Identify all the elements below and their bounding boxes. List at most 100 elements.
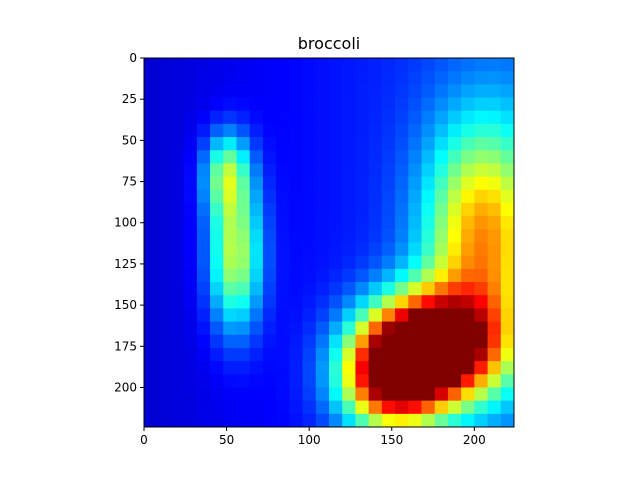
heatmap-cell <box>249 347 264 362</box>
heatmap-cell <box>249 268 264 283</box>
heatmap-cell <box>342 400 357 415</box>
heatmap-cell <box>329 334 343 349</box>
heatmap-cell <box>500 58 514 72</box>
heatmap-cell <box>157 400 172 415</box>
heatmap-cell <box>302 176 317 191</box>
heatmap-cell <box>381 176 396 191</box>
heatmap-cell <box>157 97 172 112</box>
heatmap-cell <box>329 189 343 204</box>
heatmap-cell <box>434 268 449 283</box>
heatmap-cell <box>183 295 198 309</box>
heatmap-cell <box>408 361 423 375</box>
heatmap-cell <box>289 282 304 296</box>
heatmap-cell <box>210 413 224 427</box>
heatmap-cell <box>157 202 172 217</box>
heatmap-cell <box>157 123 172 138</box>
heatmap-cell <box>421 58 436 72</box>
heatmap-cell <box>487 282 502 296</box>
heatmap-cell <box>342 110 357 125</box>
heatmap-cell <box>368 282 383 296</box>
heatmap-cell <box>157 321 172 336</box>
heatmap-cell <box>355 282 370 296</box>
heatmap-cell <box>342 189 357 204</box>
heatmap-cell <box>408 189 423 204</box>
heatmap-cell <box>276 308 290 323</box>
heatmap-cell <box>395 150 409 165</box>
heatmap-cell <box>381 295 396 309</box>
heatmap-cell <box>395 321 409 336</box>
heatmap-cell <box>236 295 251 309</box>
heatmap-cell <box>421 97 436 112</box>
heatmap-cell <box>210 137 224 151</box>
heatmap-cell <box>223 308 238 323</box>
heatmap-cell <box>500 321 514 336</box>
heatmap-cell <box>500 242 514 257</box>
heatmap-cell <box>196 374 211 389</box>
heatmap-cell <box>329 84 343 99</box>
heatmap-cell <box>223 84 238 99</box>
heatmap-cell <box>302 374 317 389</box>
heatmap-cell <box>236 97 251 112</box>
heatmap-cell <box>342 229 357 244</box>
heatmap-cell <box>381 400 396 415</box>
heatmap-cell <box>500 216 514 230</box>
heatmap-cell <box>196 400 211 415</box>
heatmap-cell <box>223 58 238 72</box>
heatmap-cell <box>262 110 277 125</box>
heatmap-cell <box>249 308 264 323</box>
heatmap-cell <box>461 255 475 270</box>
heatmap-cell <box>276 123 290 138</box>
heatmap-cell <box>368 150 383 165</box>
heatmap-cell <box>223 163 238 178</box>
heatmap-cell <box>170 413 185 427</box>
heatmap-cell <box>474 58 489 72</box>
heatmap-cell <box>144 58 158 72</box>
heatmap-cell <box>421 334 436 349</box>
heatmap-cell <box>487 295 502 309</box>
heatmap-cell <box>434 321 449 336</box>
heatmap-cell <box>421 176 436 191</box>
heatmap-cell <box>408 71 423 85</box>
heatmap-cell <box>342 150 357 165</box>
heatmap-cell <box>395 163 409 178</box>
heatmap-cell <box>262 137 277 151</box>
heatmap-cell <box>249 163 264 178</box>
heatmap-cell <box>315 400 330 415</box>
heatmap-cell <box>368 97 383 112</box>
heatmap-cell <box>249 282 264 296</box>
heatmap-cell <box>342 176 357 191</box>
heatmap-cell <box>144 176 158 191</box>
heatmap-cell <box>461 163 475 178</box>
heatmap-cell <box>302 229 317 244</box>
heatmap-cell <box>434 334 449 349</box>
y-axis: 0 25 50 75 100 125 150 175 200 <box>114 51 144 394</box>
heatmap-cell <box>434 361 449 375</box>
heatmap-cell <box>447 189 462 204</box>
heatmap-cell <box>315 97 330 112</box>
heatmap-cell <box>315 71 330 85</box>
heatmap-cell <box>329 400 343 415</box>
heatmap-cell <box>289 295 304 309</box>
heatmap-cell <box>447 321 462 336</box>
heatmap-cell <box>329 347 343 362</box>
heatmap-cell <box>302 163 317 178</box>
heatmap-cell <box>315 84 330 99</box>
heatmap-cell <box>381 150 396 165</box>
heatmap-cell <box>487 216 502 230</box>
heatmap-cell <box>461 84 475 99</box>
heatmap-cell <box>447 334 462 349</box>
heatmap-cell <box>329 361 343 375</box>
heatmap-cell <box>249 374 264 389</box>
heatmap-cell <box>210 176 224 191</box>
heatmap-cell <box>487 97 502 112</box>
heatmap-cell <box>157 137 172 151</box>
heatmap-cell <box>236 308 251 323</box>
heatmap-cell <box>474 150 489 165</box>
heatmap-cell <box>421 413 436 427</box>
heatmap-cell <box>329 58 343 72</box>
heatmap-cell <box>381 242 396 257</box>
heatmap-cell <box>434 282 449 296</box>
heatmap-cell <box>329 163 343 178</box>
heatmap-cell <box>302 400 317 415</box>
